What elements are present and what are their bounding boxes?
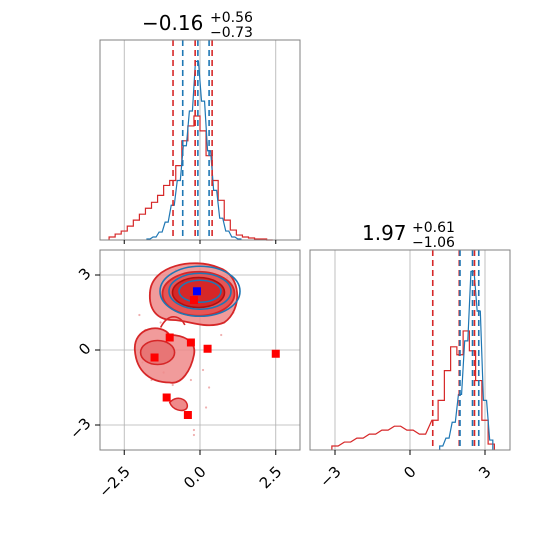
red-square-marker-7 (183, 411, 192, 419)
p2-y-tick-label-2: 3 (75, 264, 94, 283)
p2-x-tick-label-2: 2.5 (256, 463, 286, 493)
panel1-title: −0.16 +0.56 −0.73 (142, 10, 253, 41)
sample-dot-15 (192, 428, 196, 432)
red-square-marker-1 (165, 333, 174, 342)
red-square-marker-0 (189, 296, 198, 304)
red-square-marker-4 (150, 353, 159, 362)
marginal-histogram-param-2: −3 0 3 (309, 249, 511, 491)
sample-dot-19 (220, 333, 223, 337)
sample-dot-17 (207, 386, 211, 389)
panel1-title-plus: +0.56 (210, 10, 253, 26)
panel3-title-minus: −1.06 (412, 235, 455, 251)
red-square-marker-5 (271, 349, 280, 358)
sample-dot-13 (201, 368, 205, 372)
red-contour-lobe-inner (139, 339, 176, 366)
blue-square-marker (192, 287, 201, 296)
p2-x-tick-label-0: −2.5 (95, 463, 133, 501)
red-histogram (108, 115, 273, 241)
blue-contour-mid (168, 272, 232, 311)
sample-dot-5 (204, 406, 208, 409)
blue-histogram (439, 270, 494, 450)
panel3-title-plus: +0.61 (412, 220, 455, 236)
sample-dot-12 (189, 378, 193, 382)
p3-x-tick-label-0: −3 (316, 463, 344, 491)
p2-y-tick-label-1: 0 (75, 339, 94, 358)
p2-y-tick-label-0: −3 (66, 414, 94, 442)
blue-contour-outer (159, 265, 241, 318)
p3-x-tick-label-1: 0 (400, 463, 419, 482)
panel1-title-median: −0.16 (142, 11, 203, 35)
panel1-title-minus: −0.73 (210, 25, 253, 41)
blue-contour-inner (178, 279, 222, 304)
sample-dot-3 (171, 383, 174, 387)
red-square-marker-6 (162, 393, 171, 402)
sample-dot-7 (159, 321, 162, 324)
red-histogram (331, 330, 495, 450)
red-square-marker-3 (203, 344, 212, 353)
red-square-marker-2 (186, 338, 195, 347)
red-contour-bridge (159, 316, 186, 328)
p3-x-tick-label-2: 3 (475, 463, 494, 482)
sample-dot-16 (192, 433, 196, 437)
blue-histogram (146, 60, 242, 240)
panel3-title: 1.97 +0.61 −1.06 (362, 220, 455, 251)
joint-contour-panel: −3 0 3 −2.5 0.0 2.5 (66, 249, 301, 501)
panel3-title-median: 1.97 (362, 221, 407, 245)
red-contour-island (168, 397, 189, 412)
sample-dot-18 (138, 313, 141, 317)
p2-x-tick-label-1: 0.0 (180, 463, 210, 493)
marginal-histogram-param-1 (99, 39, 301, 244)
